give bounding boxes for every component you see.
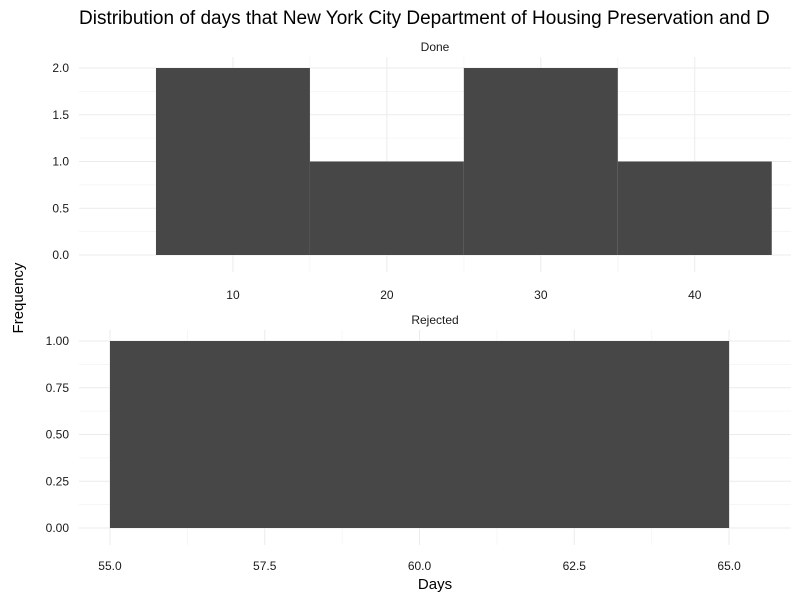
y-ticks-done: 0.0 0.5 1.0 1.5 2.0: [52, 61, 69, 262]
x-axis-title: Days: [418, 576, 452, 593]
y-tick-label: 0.50: [46, 428, 70, 442]
y-tick-label: 0.75: [46, 381, 70, 395]
y-tick-label: 0.5: [52, 201, 69, 215]
panel-done: Done 0.0 0.5 1.0 1.5 2.0 10 20 30 40: [52, 40, 791, 302]
y-tick-label: 0.25: [46, 474, 70, 488]
x-tick-label: 20: [380, 288, 394, 302]
y-axis-title: Frequency: [10, 262, 27, 333]
strip-label-done: Done: [421, 40, 450, 54]
bars-done: [155, 68, 772, 255]
y-ticks-rejected: 0.00 0.25 0.50 0.75 1.00: [46, 334, 70, 535]
x-tick-label: 60.0: [408, 559, 432, 573]
y-tick-label: 1.00: [46, 334, 70, 348]
panel-rejected: Rejected 0.00 0.25 0.50 0.75 1.00 55.0 57.5 60…: [46, 313, 791, 573]
x-tick-label: 40: [688, 288, 702, 302]
x-tick-label: 62.5: [563, 559, 587, 573]
x-tick-label: 10: [226, 288, 240, 302]
x-ticks-rejected: 55.0 57.5 60.0 62.5 65.0: [98, 559, 741, 573]
y-tick-label: 0.00: [46, 521, 70, 535]
histogram-bar: [309, 161, 464, 255]
y-tick-label: 1.0: [52, 155, 69, 169]
x-tick-label: 30: [534, 288, 548, 302]
strip-label-rejected: Rejected: [411, 313, 458, 327]
x-tick-label: 57.5: [253, 559, 277, 573]
histogram-bar: [109, 341, 730, 528]
y-tick-label: 0.0: [52, 248, 69, 262]
x-ticks-done: 10 20 30 40: [226, 288, 702, 302]
y-tick-label: 2.0: [52, 61, 69, 75]
histogram-bar: [463, 68, 618, 255]
histogram-bar: [617, 161, 772, 255]
chart-title: Distribution of days that New York City …: [79, 8, 770, 29]
x-tick-label: 55.0: [98, 559, 122, 573]
bars-rejected: [109, 341, 730, 528]
histogram-bar: [155, 68, 310, 255]
y-tick-label: 1.5: [52, 108, 69, 122]
x-tick-label: 65.0: [717, 559, 741, 573]
